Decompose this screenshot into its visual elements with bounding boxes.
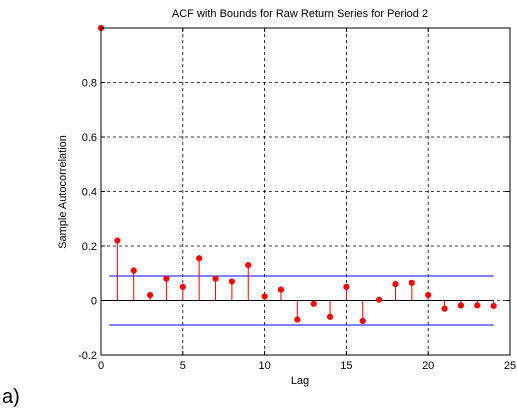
- stem-marker: [146, 291, 154, 299]
- stem-marker: [490, 302, 497, 310]
- y-axis-label: Sample Autocorrelation: [57, 135, 69, 249]
- x-axis-ticks: 0 5 10 15 20 25: [98, 28, 516, 372]
- stem-series: [97, 24, 497, 325]
- stem-marker: [343, 283, 350, 290]
- y-tick-label: 0.4: [82, 187, 97, 199]
- y-tick-label: 0.6: [82, 132, 97, 144]
- stem-marker: [326, 313, 334, 320]
- stem-marker: [359, 317, 366, 325]
- y-tick-label: 0.8: [82, 78, 97, 90]
- x-tick-label: 15: [340, 360, 352, 372]
- stem-marker: [457, 302, 465, 309]
- stem-marker: [179, 283, 186, 290]
- stem-marker: [130, 267, 137, 274]
- x-tick-label: 10: [258, 360, 270, 372]
- stem-marker: [261, 293, 268, 300]
- y-tick-label: 0: [91, 296, 97, 308]
- stem-marker: [408, 279, 415, 286]
- x-tick-label: 5: [180, 360, 186, 372]
- x-axis-label: Lag: [291, 375, 309, 387]
- stem-marker: [392, 281, 399, 288]
- chart-title: ACF with Bounds for Raw Return Series fo…: [172, 8, 428, 20]
- stem-marker: [294, 316, 301, 323]
- stem-marker: [196, 255, 203, 262]
- x-tick-label: 20: [422, 360, 434, 372]
- y-tick-label: 0.2: [82, 241, 97, 253]
- stem-marker: [163, 275, 170, 282]
- stem-marker: [310, 300, 317, 307]
- stem-marker: [245, 261, 252, 269]
- x-tick-label: 25: [504, 360, 516, 372]
- confidence-bounds: [109, 275, 494, 326]
- stem-marker: [376, 296, 383, 303]
- y-axis-ticks: -0.2 0 0.2 0.4 0.6 0.8: [78, 78, 510, 362]
- stem-marker: [212, 275, 219, 282]
- grid: [101, 28, 510, 355]
- y-tick-label: -0.2: [78, 350, 97, 362]
- x-tick-label: 0: [98, 360, 104, 372]
- stem-marker: [425, 291, 432, 299]
- panel-label: a): [2, 386, 20, 408]
- stem-marker: [474, 302, 481, 309]
- stem-marker: [441, 305, 448, 312]
- stem-marker: [228, 278, 235, 285]
- stem-marker: [114, 237, 121, 244]
- stem-marker: [277, 286, 285, 293]
